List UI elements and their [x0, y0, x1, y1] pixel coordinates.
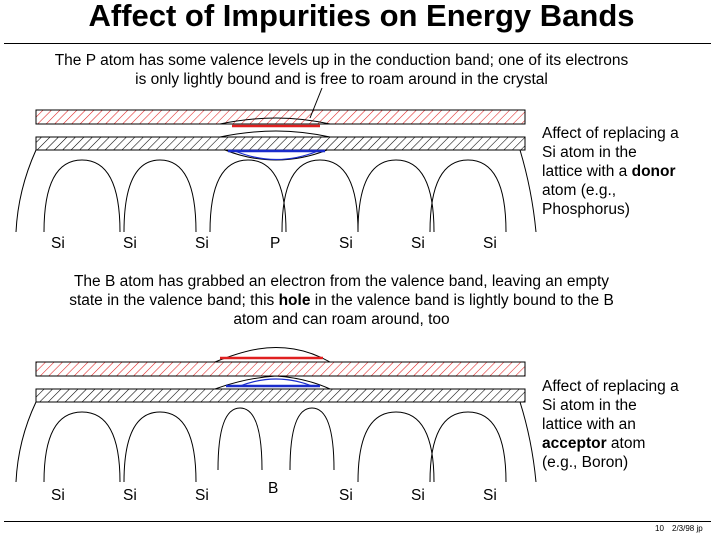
- donor-atom-well-5: [357, 159, 435, 233]
- donor-diagram: [15, 87, 537, 233]
- acceptor-right-edge-curve: [519, 401, 537, 483]
- donor-side-line-5: Phosphorus): [542, 201, 630, 218]
- acceptor-caption-line-3: atom and can roam around, too: [233, 311, 450, 328]
- donor-left-edge-curve: [15, 149, 37, 233]
- donor-caption: The P atom has some valence levels up in…: [0, 51, 683, 89]
- acceptor-caption: The B atom has grabbed an electron from …: [0, 272, 683, 329]
- acceptor-atom-well-3: [217, 407, 263, 471]
- acceptor-side-line-3: lattice with an: [542, 416, 636, 433]
- acceptor-atom-well-4: [289, 407, 335, 471]
- acceptor-side-line-1: Affect of replacing a: [542, 378, 679, 395]
- acceptor-side-line-2: Si atom in the: [542, 397, 637, 414]
- donor-side-note: Affect of replacing a Si atom in the lat…: [542, 124, 679, 219]
- acceptor-caption-line-1: The B atom has grabbed an electron from …: [73, 273, 610, 290]
- acceptor-atom-6: Si: [411, 487, 425, 504]
- donor-potential-bump: [219, 117, 331, 125]
- page-title: Affect of Impurities on Energy Bands: [88, 0, 635, 33]
- acceptor-conduction-band: [35, 361, 526, 377]
- acceptor-side-line-4-post: atom: [606, 435, 646, 452]
- donor-side-line-4: atom (e.g.,: [542, 182, 617, 199]
- acceptor-diagram: [15, 347, 537, 483]
- acceptor-atom-well-5: [357, 411, 435, 483]
- donor-atom-1: Si: [51, 235, 65, 252]
- hole-keyword: hole: [278, 292, 311, 309]
- donor-atom-5: Si: [339, 235, 353, 252]
- acceptor-caption-line-2: state in the valence band; this hole in …: [0, 291, 683, 310]
- donor-side-line-3-text: lattice with a: [542, 163, 632, 180]
- acceptor-atom-5: Si: [339, 487, 353, 504]
- donor-pointer-arrow: [309, 87, 323, 119]
- acceptor-keyword: acceptor: [542, 435, 607, 452]
- donor-atom-7: Si: [483, 235, 497, 252]
- acceptor-valence-band: [35, 388, 526, 403]
- slide-number: 10: [655, 524, 664, 533]
- donor-atom-2: Si: [123, 235, 137, 252]
- footer-divider: [4, 521, 711, 522]
- donor-keyword: donor: [631, 163, 676, 180]
- acceptor-atom-7: Si: [483, 487, 497, 504]
- acceptor-atom-well-1: [43, 411, 121, 483]
- donor-atom-well-1: [43, 159, 121, 233]
- donor-side-line-2: Si atom in the: [542, 144, 637, 161]
- acceptor-atom-well-2: [123, 411, 197, 483]
- acceptor-caption-line-2-pre: state in the valence band; this: [69, 292, 279, 309]
- acceptor-caption-line-2-post: in the valence band is lightly bound to …: [310, 292, 614, 309]
- donor-valence-band: [35, 136, 526, 151]
- acceptor-potential-bump: [214, 347, 331, 363]
- acceptor-atom-2: Si: [123, 487, 137, 504]
- acceptor-atom-3: Si: [195, 487, 209, 504]
- footer-date-author: 2/3/98 jp: [672, 524, 703, 533]
- acceptor-level-bump: [239, 378, 313, 387]
- donor-caption-line-1: The P atom has some valence levels up in…: [54, 52, 629, 69]
- donor-conduction-band: [35, 109, 526, 125]
- donor-valence-level-dip: [234, 150, 319, 161]
- donor-caption-line-2: is only lightly bound and is free to roa…: [135, 71, 548, 88]
- acceptor-atom-impurity: B: [268, 480, 279, 497]
- donor-atom-well-2: [123, 159, 197, 233]
- donor-side-line-3: lattice with a donor: [542, 162, 679, 181]
- donor-atom-6: Si: [411, 235, 425, 252]
- acceptor-atom-1: Si: [51, 487, 65, 504]
- acceptor-side-note: Affect of replacing a Si atom in the lat…: [542, 377, 679, 472]
- acceptor-side-line-4: acceptor atom: [542, 434, 679, 453]
- donor-atom-impurity: P: [270, 235, 281, 252]
- donor-side-line-1: Affect of replacing a: [542, 125, 679, 142]
- acceptor-left-edge-curve: [15, 401, 37, 483]
- donor-right-edge-curve: [519, 149, 537, 233]
- donor-atom-3: Si: [195, 235, 209, 252]
- acceptor-side-line-5: (e.g., Boron): [542, 454, 629, 471]
- donor-atom-well-6: [429, 159, 507, 233]
- acceptor-atom-well-6: [429, 411, 507, 483]
- donor-atom-well-3: [209, 159, 287, 233]
- donor-atom-well-4: [281, 159, 359, 233]
- acceptor-valence-bump: [214, 375, 331, 390]
- title-divider: [4, 43, 711, 44]
